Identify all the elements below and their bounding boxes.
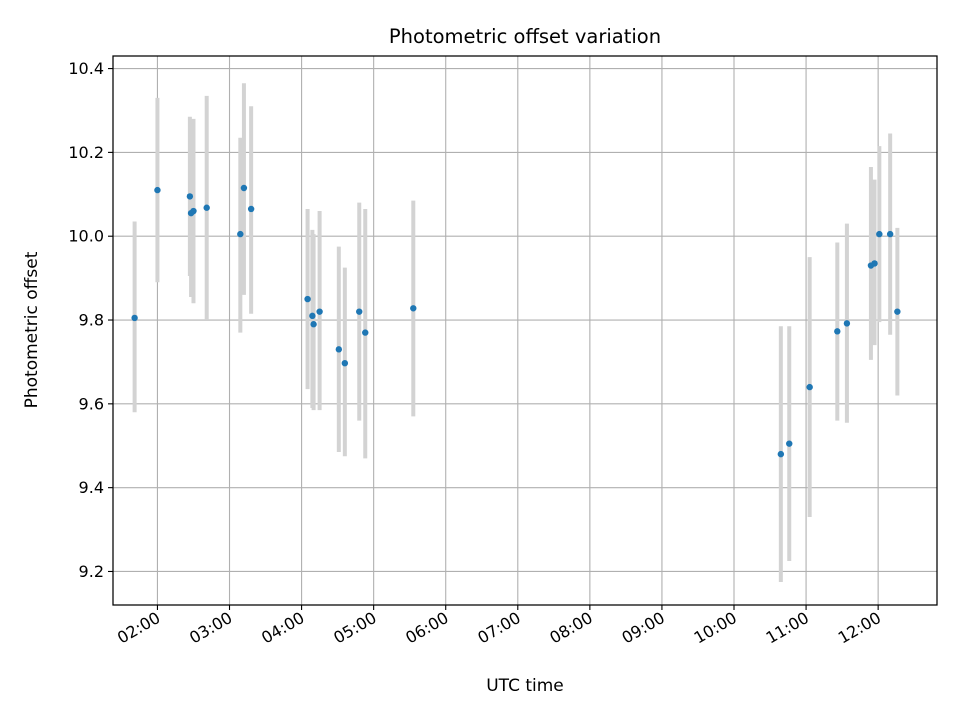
y-tick-label: 10.0 bbox=[68, 227, 104, 246]
data-point bbox=[886, 230, 894, 238]
y-tick-label: 10.4 bbox=[68, 59, 104, 78]
y-axis-ticks: 9.2 9.4 9.6 9.8 10.0 10.2 10.4 bbox=[68, 59, 113, 581]
data-point bbox=[834, 328, 841, 335]
data-point bbox=[203, 204, 210, 211]
data-point bbox=[410, 305, 417, 312]
data-point bbox=[131, 314, 138, 322]
data-point bbox=[786, 440, 793, 447]
data-point bbox=[356, 308, 363, 315]
data-point bbox=[186, 193, 194, 200]
data-point bbox=[876, 230, 883, 238]
chart-title: Photometric offset variation bbox=[389, 25, 661, 48]
y-tick-label: 9.8 bbox=[79, 311, 104, 330]
data-point bbox=[871, 260, 878, 267]
data-point bbox=[154, 186, 161, 194]
y-tick-label: 9.6 bbox=[79, 394, 104, 413]
data-point bbox=[335, 346, 343, 353]
y-tick-label: 9.4 bbox=[79, 478, 104, 497]
data-point bbox=[843, 320, 851, 327]
data-point bbox=[341, 359, 349, 367]
data-points bbox=[131, 184, 901, 458]
y-axis-title: Photometric offset bbox=[22, 251, 42, 408]
data-point bbox=[777, 450, 785, 458]
data-point bbox=[806, 383, 813, 391]
data-point bbox=[894, 308, 901, 315]
plot-frame bbox=[112, 55, 938, 606]
data-point bbox=[237, 230, 244, 238]
x-axis-title: UTC time bbox=[486, 676, 564, 696]
data-point bbox=[310, 321, 317, 328]
data-point bbox=[190, 207, 197, 215]
y-tick-label: 9.2 bbox=[79, 562, 104, 581]
y-tick-label: 10.2 bbox=[68, 143, 104, 162]
data-point bbox=[304, 295, 311, 303]
data-point bbox=[247, 205, 255, 213]
data-point bbox=[240, 184, 248, 192]
data-point bbox=[316, 308, 323, 315]
data-point bbox=[362, 329, 369, 336]
data-point bbox=[309, 312, 316, 320]
